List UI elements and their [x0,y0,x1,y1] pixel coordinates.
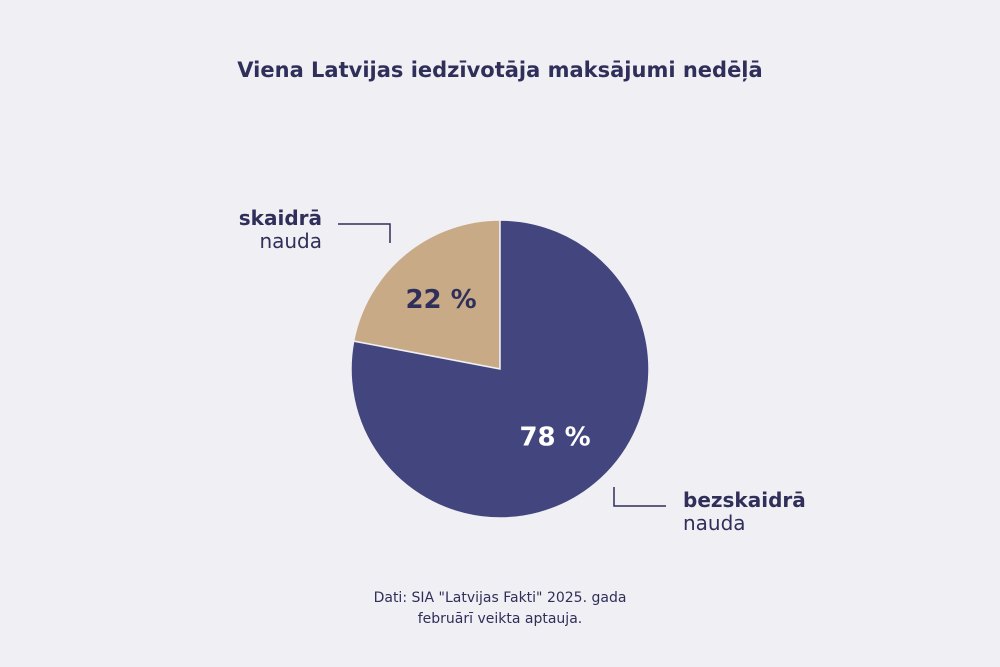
pie-slice-bezskaidra [350,219,650,519]
source-line-2: februārī veikta aptauja. [417,611,583,627]
chart-title: Viena Latvijas iedzīvotāja maksājumi ned… [237,58,763,82]
category-labels: skaidrā nauda bezskaidrā nauda [239,206,806,535]
pie-slices [350,219,650,519]
category-label-skaidra-light: nauda [259,229,322,253]
leader-line-bezskaidra [613,487,666,507]
value-labels: 22 % 78 % [405,285,590,453]
category-label-skaidra-bold: skaidrā [239,206,322,230]
source-note: Dati: SIA "Latvijas Fakti" 2025. gada fe… [300,588,700,630]
source-line-1: Dati: SIA "Latvijas Fakti" 2025. gada [373,590,627,606]
leader-lines [338,223,666,507]
pie-slice-skaidra [352,219,501,370]
category-label-bezskaidra-bold: bezskaidrā [683,488,806,512]
leader-line-skaidra [338,223,391,243]
value-label-skaidra: 22 % [405,285,476,315]
category-label-bezskaidra-light: nauda [683,511,746,535]
value-label-bezskaidra: 78 % [519,423,590,453]
